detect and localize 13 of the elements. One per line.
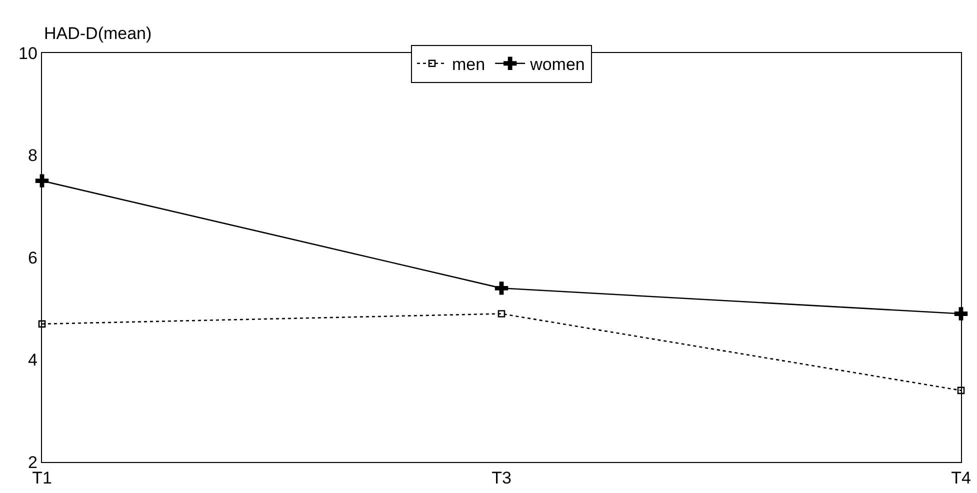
point [38,320,46,328]
legend-label: men [452,55,486,74]
x-tick-label: T3 [492,468,512,488]
legend-label: women [529,55,585,74]
y-axis-title: HAD-D(mean) [44,24,152,43]
point [498,310,506,318]
x-tick-label: T4 [951,468,971,488]
y-tick-label: 10 [18,44,38,63]
y-tick-label: 6 [28,248,38,268]
y-tick-label: 4 [28,350,38,370]
y-tick-label: 8 [28,146,38,166]
point [957,386,965,394]
point [494,282,508,295]
